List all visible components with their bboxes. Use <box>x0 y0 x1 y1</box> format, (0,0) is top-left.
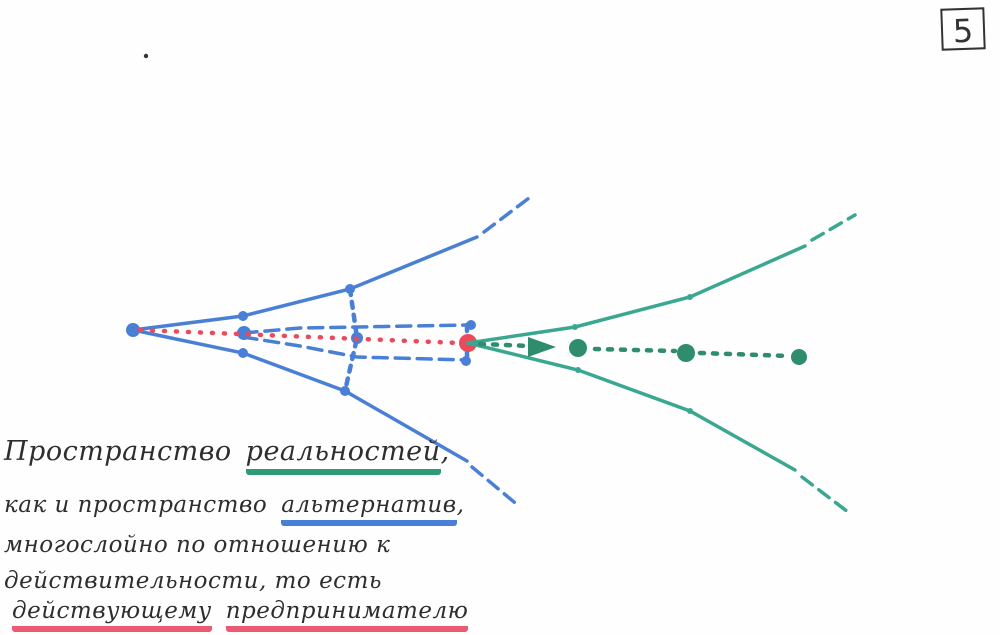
teal-lower-branch <box>466 341 797 472</box>
blue-branches <box>131 193 535 509</box>
blue-node <box>461 356 471 366</box>
blue-lower-branch <box>131 328 469 463</box>
teal-tick <box>572 324 578 330</box>
blue-origin-node <box>126 323 140 337</box>
caption-text: Пространство <box>4 436 232 467</box>
caption-punct: , <box>456 492 465 518</box>
underlined-term-entrepreneur: предпринимателю <box>225 598 469 632</box>
green-arrow-head <box>528 337 556 357</box>
blue-node <box>466 320 476 330</box>
underlined-term-realities: реальностей <box>245 436 441 475</box>
underlined-term-acting: действующему <box>12 598 212 632</box>
green-node <box>677 344 695 362</box>
blue-mid-upper-dashed <box>241 323 469 335</box>
stray-dot <box>143 53 149 59</box>
blue-node <box>238 311 248 321</box>
caption-text: многослойно по отношению к <box>4 532 391 558</box>
teal-branches <box>466 213 857 514</box>
green-node <box>791 349 807 365</box>
blue-vertical-dashed <box>342 286 360 394</box>
caption-line-4: действительности, то есть <box>4 568 382 594</box>
teal-upper-dash-tip <box>810 213 857 242</box>
teal-tick <box>687 294 693 300</box>
teal-tick <box>687 408 693 414</box>
underlined-term-alternatives: альтернатив <box>281 492 457 526</box>
caption-text: как и пространство <box>4 492 268 518</box>
blue-upper-branch <box>131 235 479 332</box>
caption-line-2: как и пространство альтернатив, <box>4 492 464 526</box>
blue-mid-lower-dashed <box>241 335 469 362</box>
caption-line-5: действующему предпринимателю <box>12 598 469 632</box>
caption-line-1: Пространство реальностей, <box>4 436 450 475</box>
teal-tick <box>575 367 581 373</box>
blue-node <box>345 284 355 294</box>
caption-punct: , <box>440 436 450 467</box>
blue-upper-dash-tip <box>482 193 535 234</box>
caption-text: , то есть <box>258 568 382 594</box>
green-dotted-trail <box>477 341 793 359</box>
teal-upper-branch <box>466 244 807 345</box>
blue-lower-dash-tip <box>470 465 522 509</box>
green-node <box>569 339 587 357</box>
teal-branch-ticks <box>572 294 693 414</box>
blue-node <box>238 348 248 358</box>
blue-node <box>340 386 350 396</box>
caption-text: действительности <box>4 568 259 594</box>
caption-line-3: многослойно по отношению к <box>4 532 390 558</box>
red-dotted-line <box>137 327 463 346</box>
page-number: 5 <box>940 7 986 51</box>
teal-lower-dash-tip <box>800 475 850 514</box>
